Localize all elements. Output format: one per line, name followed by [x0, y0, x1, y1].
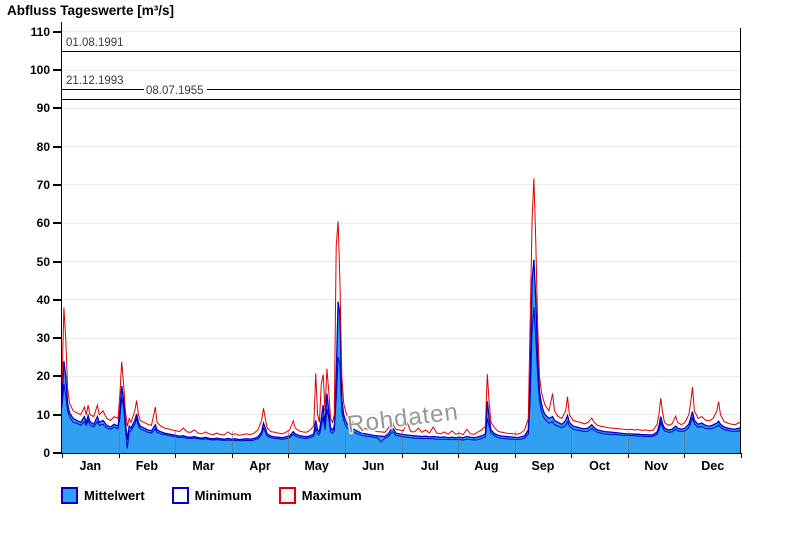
legend-item-minimum: Minimum: [171, 487, 252, 504]
y-tick-label: 40: [36, 292, 50, 307]
y-tick-mark: [53, 413, 62, 416]
x-month-label: May: [304, 459, 329, 473]
annotation-line: [62, 50, 741, 52]
x-tick-mark: [62, 453, 63, 458]
y-tick-label: 60: [36, 216, 50, 231]
x-month-label: Nov: [644, 459, 668, 473]
y-gridline: [62, 261, 741, 262]
chart-title: Abfluss Tageswerte [m³/s]: [7, 3, 175, 18]
x-month-label: Jul: [420, 459, 439, 473]
x-tick-mark: [175, 453, 177, 458]
x-inner-tick: [514, 431, 516, 453]
x-month-label: Feb: [135, 459, 158, 473]
x-month-label: Jan: [79, 459, 102, 473]
data-series-plot: [62, 178, 741, 453]
y-tick-label: 50: [36, 254, 50, 269]
y-tick-label: 110: [30, 24, 50, 39]
x-month-label: Mar: [192, 459, 215, 473]
y-tick-label: 70: [36, 177, 50, 192]
y-tick-label: 100: [29, 63, 50, 77]
y-tick-mark: [53, 145, 62, 148]
y-tick-mark: [53, 183, 62, 186]
y-axis-line: [61, 22, 62, 453]
x-tick-mark: [401, 453, 403, 458]
mittelwert-line: [62, 259, 741, 441]
x-tick-mark: [684, 453, 686, 458]
annotation-line: [62, 89, 741, 91]
y-tick-label: 90: [36, 101, 50, 116]
x-inner-tick: [344, 431, 346, 453]
y-gridline: [62, 107, 741, 109]
annotation-line: [62, 98, 741, 100]
y-tick-label: 10: [36, 407, 50, 422]
y-tick-mark: [53, 69, 62, 71]
x-tick-mark: [344, 453, 346, 458]
x-inner-tick: [175, 431, 177, 453]
y-tick-mark: [53, 298, 62, 301]
legend-swatch-icon: [61, 487, 78, 504]
legend-item-maximum: Maximum: [278, 487, 362, 504]
y-gridline: [62, 222, 741, 224]
y-tick-mark: [53, 260, 62, 263]
x-month-label: Aug: [474, 459, 499, 473]
y-gridline: [62, 69, 741, 71]
x-inner-tick: [231, 431, 233, 453]
x-tick-mark: [571, 453, 573, 458]
x-inner-tick: [571, 431, 573, 453]
legend-label: Maximum: [301, 488, 362, 503]
y-gridline: [62, 299, 741, 301]
x-tick-mark: [741, 453, 742, 458]
x-tick-mark: [514, 453, 516, 458]
legend-label: Minimum: [194, 488, 252, 503]
mittelwert-area: [62, 259, 741, 453]
x-tick-mark: [458, 453, 460, 458]
y-gridline: [62, 31, 741, 33]
annotation-label: 21.12.1993: [64, 75, 127, 90]
x-tick-mark: [231, 453, 233, 458]
x-inner-tick: [458, 431, 460, 453]
annotation-label: 01.08.1991: [64, 36, 127, 51]
x-inner-tick: [401, 431, 403, 453]
x-month-label: Sep: [531, 459, 555, 473]
y-gridline: [62, 184, 741, 186]
annotation-label: 08.07.1955: [144, 84, 207, 99]
x-inner-tick: [118, 431, 120, 453]
y-gridline: [62, 337, 741, 339]
x-tick-mark: [288, 453, 290, 458]
x-tick-mark: [627, 453, 629, 458]
y-gridline: [62, 375, 741, 377]
x-inner-tick: [288, 431, 290, 453]
y-gridline: [62, 146, 741, 148]
x-month-label: Oct: [589, 459, 610, 473]
plot-right-border: [740, 27, 741, 453]
y-gridline: [62, 414, 741, 416]
minimum-line: [62, 307, 741, 449]
y-tick-mark: [53, 375, 62, 378]
y-tick-label: 80: [36, 139, 50, 154]
y-tick-mark: [53, 452, 62, 454]
x-axis-line: [61, 453, 741, 454]
x-inner-tick: [627, 431, 629, 453]
y-tick-label: 20: [36, 369, 50, 384]
y-tick-label: 0: [43, 446, 50, 460]
x-inner-tick: [684, 431, 686, 453]
legend: Mittelwert Minimum Maximum: [61, 487, 389, 504]
x-month-label: Apr: [249, 459, 271, 473]
x-month-label: Jun: [362, 459, 385, 473]
x-tick-mark: [118, 453, 120, 458]
legend-swatch-icon: [278, 487, 296, 504]
y-tick-mark: [53, 107, 62, 110]
y-tick-mark: [53, 337, 62, 340]
legend-item-mittelwert: Mittelwert: [61, 487, 145, 504]
maximum-line: [62, 178, 741, 436]
y-tick-mark: [53, 222, 62, 225]
legend-swatch-icon: [171, 487, 189, 504]
y-tick-label: 30: [36, 331, 50, 346]
y-tick-mark: [53, 30, 62, 33]
x-month-label: Dec: [701, 459, 725, 473]
legend-label: Mittelwert: [84, 488, 145, 503]
